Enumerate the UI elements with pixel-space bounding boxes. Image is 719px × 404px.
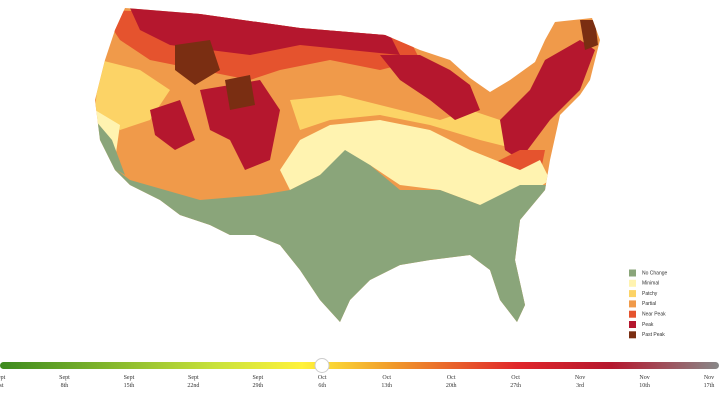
timeline-thumb[interactable] (314, 358, 330, 373)
timeline-month: Nov (704, 375, 714, 381)
timeline-month: Sept (124, 375, 135, 381)
timeline-track[interactable] (0, 362, 719, 369)
legend-label: Near Peak (642, 312, 666, 318)
timeline-month: Nov (575, 375, 585, 381)
timeline-day: 22nd (187, 383, 199, 389)
timeline-day: 1st (0, 383, 4, 389)
timeline-labels: Sept 1st Sept 8th Sept 15th Sept 22nd Sept 29th Oc… (0, 375, 714, 389)
legend-label: Partial (642, 301, 656, 307)
timeline-month: Sept (0, 375, 6, 381)
legend-label: No Change (642, 270, 668, 276)
timeline-day: 6th (318, 383, 326, 389)
legend-label: Peak (642, 322, 654, 328)
legend-label: Past Peak (642, 332, 665, 338)
timeline-day: 29th (252, 383, 263, 389)
timeline-month: Oct (318, 375, 327, 381)
legend-swatch (629, 310, 636, 318)
timeline-day: 27th (510, 383, 521, 389)
legend-swatch (629, 321, 636, 328)
timeline-day: 10th (639, 383, 650, 389)
timeline-month: Sept (59, 375, 70, 381)
timeline-day: 8th (61, 383, 69, 389)
timeline-month: Oct (382, 375, 391, 381)
timeline-month: Oct (447, 375, 456, 381)
timeline-month: Sept (252, 375, 263, 381)
legend-swatch (629, 300, 636, 308)
legend-swatch (629, 279, 636, 287)
legend-label: Minimal (642, 281, 659, 287)
timeline-month: Sept (188, 375, 199, 381)
legend-swatch (629, 290, 636, 298)
timeline-day: 15th (124, 383, 135, 389)
timeline-month: Oct (511, 375, 520, 381)
timeline-day: 20th (446, 383, 457, 389)
legend: No Change Minimal Patchy Partial Near Peak Pe… (629, 269, 668, 339)
us-map (95, 8, 600, 322)
legend-swatch (629, 331, 636, 339)
timeline-day: 13th (381, 383, 392, 389)
timeline-month: Nov (639, 375, 649, 381)
legend-swatch (629, 269, 636, 277)
legend-label: Patchy (642, 291, 658, 297)
timeline-day: 17th (704, 383, 715, 389)
timeline-day: 3rd (576, 383, 584, 389)
